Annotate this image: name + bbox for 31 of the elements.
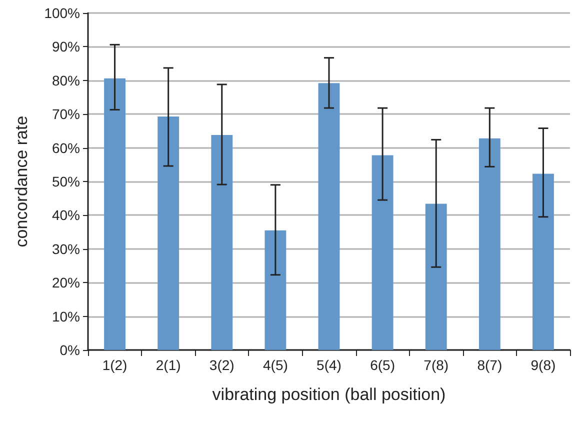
y-tick-label: 90%	[52, 38, 80, 55]
y-axis-title: concordance rate	[12, 116, 31, 248]
y-tick-label: 70%	[52, 106, 80, 122]
y-tick-label: 40%	[52, 207, 80, 224]
y-tick-label: 0%	[60, 342, 80, 358]
x-tick-label: 4(5)	[262, 357, 288, 373]
y-tick-label: 30%	[52, 240, 80, 257]
bar	[372, 155, 394, 350]
bar	[264, 230, 286, 350]
bar	[478, 138, 500, 350]
y-tick-label: 60%	[52, 140, 80, 156]
x-tick-label: 5(4)	[316, 357, 342, 373]
x-tick-label: 6(5)	[370, 357, 396, 373]
bar	[158, 116, 180, 350]
x-tick-label: 3(2)	[209, 357, 234, 373]
x-tick-label: 9(8)	[530, 357, 556, 373]
bar	[425, 204, 447, 350]
x-tick-label: 1(2)	[102, 357, 128, 373]
y-tick-label: 10%	[52, 308, 80, 324]
bar	[104, 78, 126, 350]
x-tick-label: 8(7)	[477, 357, 502, 373]
y-tick-label: 100%	[44, 5, 80, 21]
y-tick-label: 50%	[52, 174, 80, 190]
x-tick-label: 2(1)	[156, 357, 181, 373]
y-tick-label: 20%	[52, 274, 80, 291]
x-axis-title: vibrating position (ball position)	[212, 385, 446, 404]
y-tick-label: 80%	[52, 72, 80, 88]
bar	[532, 174, 554, 350]
x-tick-label: 7(8)	[424, 357, 449, 373]
bar	[318, 83, 340, 350]
bar	[211, 134, 233, 350]
